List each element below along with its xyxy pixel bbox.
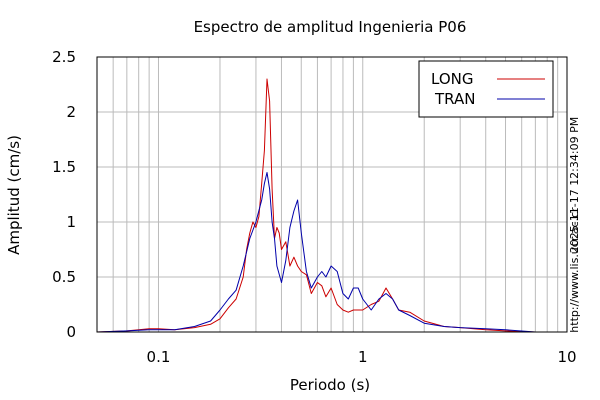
legend-label-long: LONG (431, 70, 473, 88)
series-line-tran (96, 172, 567, 333)
series-lines (96, 78, 567, 333)
y-axis-title: Amplitud (cm/s) (5, 135, 23, 255)
x-tick-label: 1 (358, 348, 368, 366)
x-tick-label: 0.1 (147, 348, 171, 366)
y-tick-label: 0 (66, 323, 76, 341)
source-url-annotation: http://www.lis.ucr.ac.cr (568, 207, 581, 333)
x-tick-label: 10 (557, 348, 576, 366)
legend-box (418, 60, 554, 118)
legend: LONG TRAN (418, 60, 554, 118)
x-axis-title: Periodo (s) (290, 376, 370, 394)
y-tick-label: 2 (66, 103, 76, 121)
y-tick-label: 1 (66, 213, 76, 231)
legend-label-tran: TRAN (434, 90, 475, 108)
chart-title: Espectro de amplitud Ingenieria P06 (194, 18, 467, 36)
timestamp-annotation: 2025-11-17 12:34:09 PM (568, 117, 581, 253)
tick-labels: 0 0.5 1 1.5 2 2.5 0.1 1 10 (52, 48, 576, 366)
plot-frame (96, 56, 568, 333)
y-tick-label: 2.5 (52, 48, 76, 66)
y-tick-label: 0.5 (52, 268, 76, 286)
grid (97, 57, 567, 332)
y-tick-label: 1.5 (52, 158, 76, 176)
